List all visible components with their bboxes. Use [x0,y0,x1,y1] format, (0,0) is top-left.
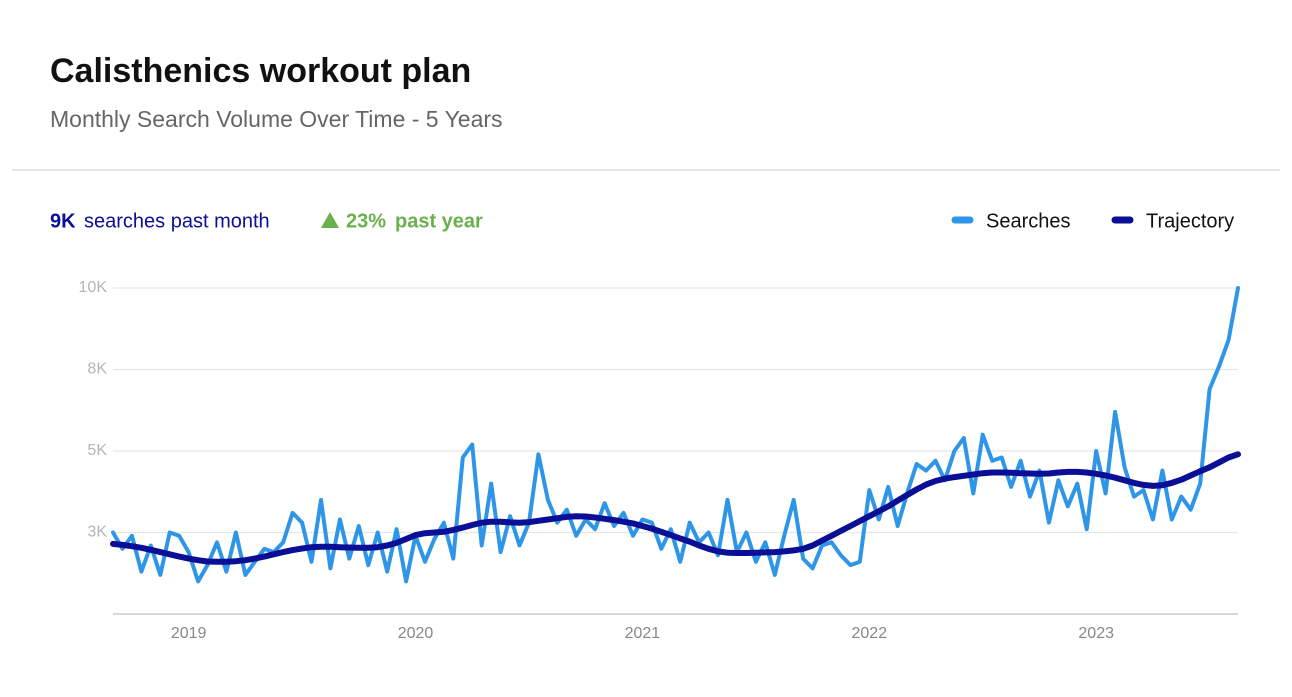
month-value: 9K [50,210,76,232]
y-tick-label: 8K [87,361,107,378]
x-tick-label: 2023 [1078,625,1114,642]
chart-title: Calisthenics workout plan [50,52,471,90]
up-arrow [321,212,339,228]
legend-label: Trajectory [1146,210,1234,232]
chart-subtitle: Monthly Search Volume Over Time - 5 Year… [50,106,503,132]
x-tick-label: 2022 [852,625,888,642]
x-tick-label: 2020 [398,625,434,642]
series-line [110,451,1241,565]
legend: Searches Trajectory [951,210,1234,232]
year-text: past year [395,210,483,232]
series-line [111,286,1240,584]
y-tick-label: 5K [87,442,107,459]
legend-label: Searches [986,210,1071,232]
x-tick-label: 2021 [625,625,661,642]
x-tick-label: 2019 [171,625,207,642]
plot-area: 3K 5K 8K 10K 2019 2020 2021 2022 2023 [79,279,1241,642]
y-tick-label: 3K [87,524,107,541]
year-value: 23% [346,210,386,232]
month-text: searches past month [84,210,270,232]
y-tick-label: 10K [79,279,108,296]
